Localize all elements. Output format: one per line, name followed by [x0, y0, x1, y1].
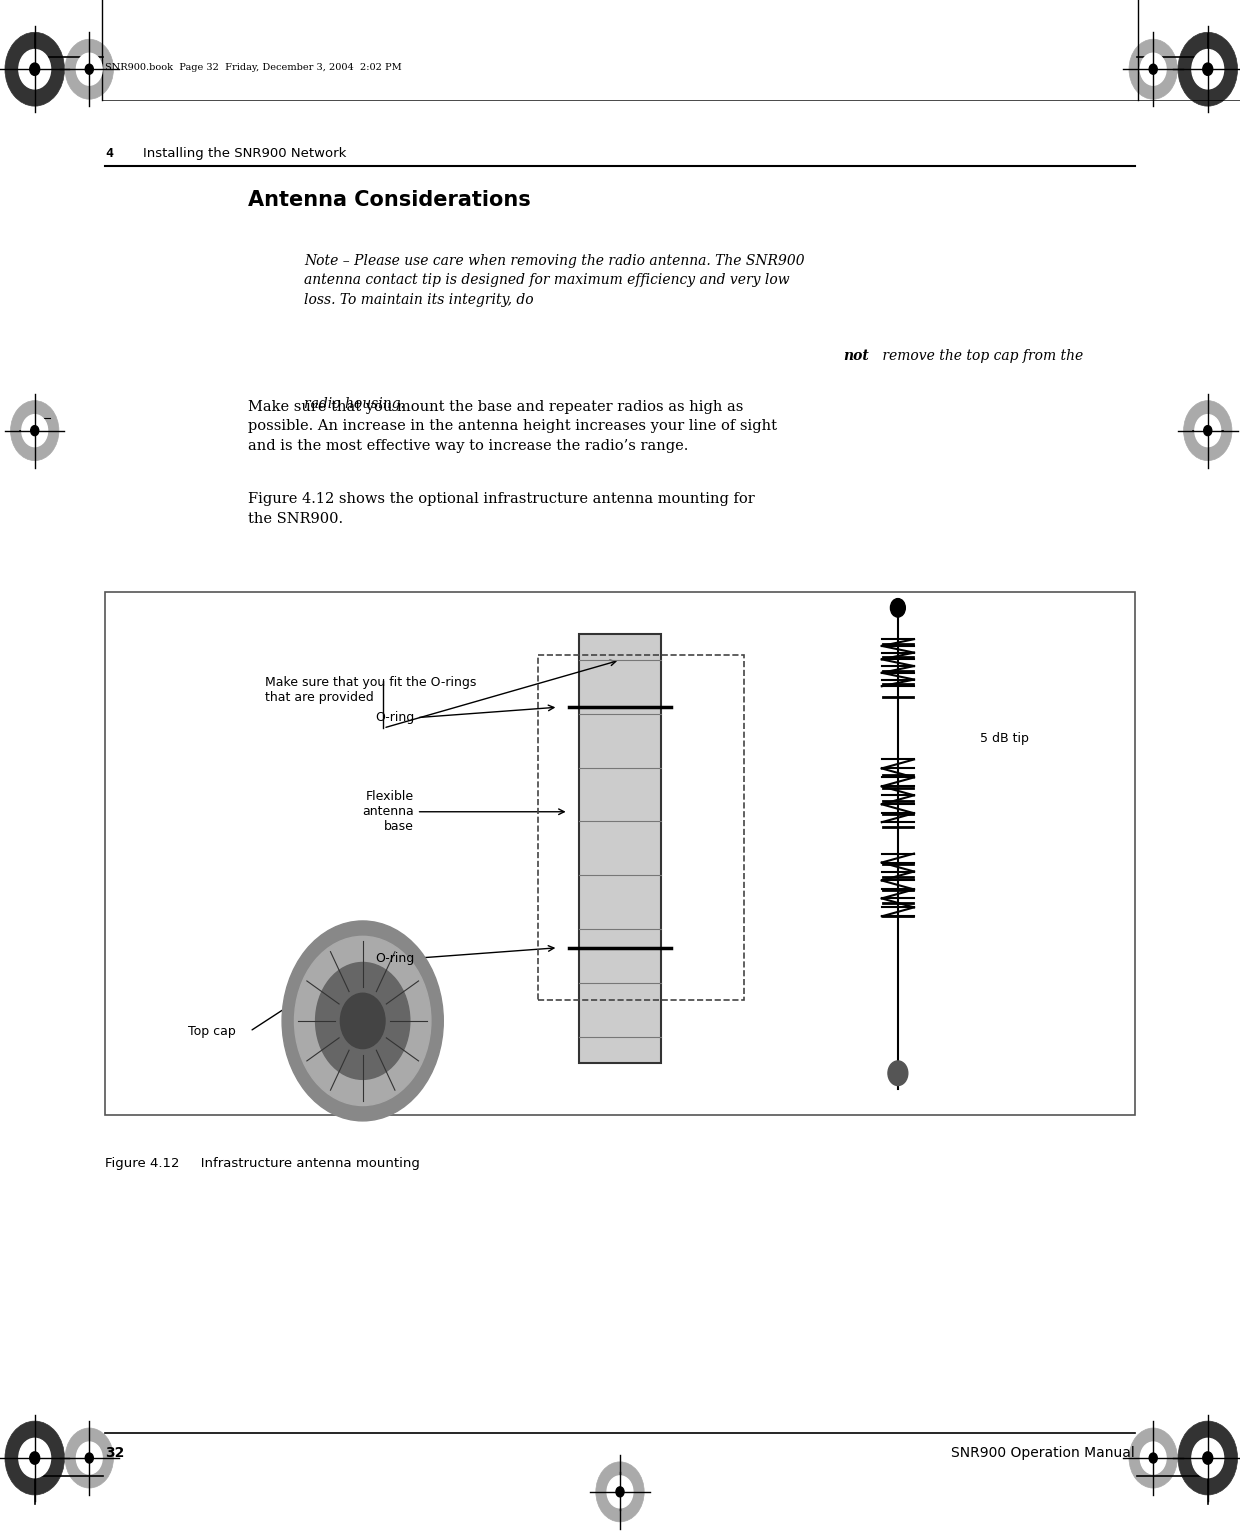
Circle shape — [19, 1438, 51, 1478]
Circle shape — [1141, 54, 1166, 85]
Circle shape — [295, 937, 432, 1106]
Circle shape — [888, 1061, 908, 1086]
Text: 32: 32 — [105, 1446, 125, 1461]
Circle shape — [64, 38, 113, 98]
Circle shape — [86, 1453, 93, 1463]
Text: Installing the SNR900 Network: Installing the SNR900 Network — [143, 148, 346, 160]
Circle shape — [1128, 38, 1178, 98]
Text: Figure 4.12     Infrastructure antenna mounting: Figure 4.12 Infrastructure antenna mount… — [105, 1157, 420, 1170]
Bar — [105, 592, 1135, 1115]
Circle shape — [1195, 415, 1220, 446]
Circle shape — [596, 1461, 645, 1523]
Text: Note – Please use care when removing the radio antenna. The SNR900
antenna conta: Note – Please use care when removing the… — [304, 254, 805, 306]
Circle shape — [19, 49, 51, 89]
Bar — [579, 634, 661, 1063]
Circle shape — [1178, 1421, 1238, 1495]
Circle shape — [30, 1452, 40, 1464]
Circle shape — [30, 63, 40, 75]
Text: 4: 4 — [105, 148, 113, 160]
Circle shape — [86, 65, 93, 74]
Circle shape — [1178, 32, 1238, 106]
Text: Make sure that you mount the base and repeater radios as high as
possible. An in: Make sure that you mount the base and re… — [248, 400, 777, 452]
Text: radio housing.: radio housing. — [304, 397, 404, 411]
Circle shape — [1183, 401, 1233, 461]
Circle shape — [1204, 426, 1211, 435]
Text: SNR900.book  Page 32  Friday, December 3, 2004  2:02 PM: SNR900.book Page 32 Friday, December 3, … — [105, 63, 402, 72]
Text: Make sure that you fit the O-rings
that are provided: Make sure that you fit the O-rings that … — [265, 675, 476, 704]
Text: Antenna Considerations: Antenna Considerations — [248, 189, 531, 211]
Circle shape — [5, 32, 64, 106]
Text: 5 dB tip: 5 dB tip — [980, 732, 1029, 744]
Circle shape — [64, 1427, 113, 1489]
Circle shape — [5, 1421, 64, 1495]
Circle shape — [1192, 49, 1224, 89]
Circle shape — [1128, 1427, 1178, 1489]
Text: Figure 4.12 shows the optional infrastructure antenna mounting for
the SNR900.: Figure 4.12 shows the optional infrastru… — [248, 492, 755, 526]
Circle shape — [77, 1443, 102, 1473]
Circle shape — [315, 963, 409, 1080]
Circle shape — [1192, 1438, 1224, 1478]
Circle shape — [1141, 1443, 1166, 1473]
Circle shape — [77, 54, 102, 85]
Circle shape — [1149, 65, 1157, 74]
Text: not: not — [843, 349, 869, 363]
Text: Flexible
antenna
base: Flexible antenna base — [362, 791, 414, 834]
Circle shape — [608, 1476, 632, 1507]
Circle shape — [281, 921, 444, 1121]
Text: remove the top cap from the: remove the top cap from the — [878, 349, 1084, 363]
Circle shape — [31, 426, 38, 435]
Text: O-ring: O-ring — [374, 711, 414, 724]
Text: SNR900 Operation Manual: SNR900 Operation Manual — [951, 1446, 1135, 1461]
Bar — [538, 655, 744, 1000]
Text: O-ring: O-ring — [374, 952, 414, 964]
Circle shape — [1203, 1452, 1213, 1464]
Text: Top cap: Top cap — [187, 1024, 236, 1038]
Circle shape — [22, 415, 47, 446]
Circle shape — [10, 401, 60, 461]
Circle shape — [1149, 1453, 1157, 1463]
Circle shape — [890, 598, 905, 617]
Circle shape — [1203, 63, 1213, 75]
Circle shape — [340, 994, 384, 1049]
Circle shape — [616, 1487, 624, 1496]
